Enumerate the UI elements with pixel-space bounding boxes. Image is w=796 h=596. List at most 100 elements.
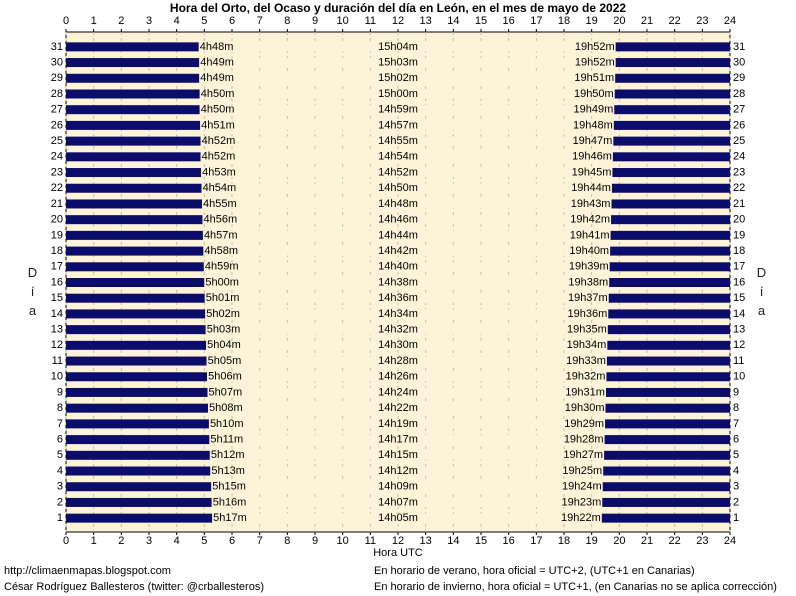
daylight-bar bbox=[203, 246, 611, 256]
daylight-bar bbox=[209, 450, 605, 460]
annotation: César Rodríguez Ballesteros (twitter: @c… bbox=[4, 581, 264, 593]
daylength-label: 14h26m bbox=[378, 371, 418, 383]
sunrise-label: 5h17m bbox=[213, 512, 247, 524]
daylength-label: 14h36m bbox=[378, 292, 418, 304]
sunset-label: 19h51m bbox=[574, 72, 614, 84]
sunset-bar bbox=[602, 497, 730, 507]
y-tick-label: 18 bbox=[51, 245, 63, 257]
daylength-label: 14h59m bbox=[378, 104, 418, 116]
y-tick-label: 26 bbox=[733, 119, 745, 131]
x-tick-label: 7 bbox=[257, 535, 263, 547]
daylength-label: 14h34m bbox=[378, 308, 418, 320]
daylength-label: 14h52m bbox=[378, 166, 418, 178]
x-tick-label: 3 bbox=[146, 15, 152, 27]
x-tick-label: 3 bbox=[146, 535, 152, 547]
daylight-bar bbox=[209, 435, 605, 445]
sunrise-bar bbox=[66, 215, 203, 225]
sunrise-bar bbox=[66, 246, 204, 256]
y-tick-label: 2 bbox=[57, 496, 63, 508]
sunrise-label: 4h54m bbox=[203, 182, 237, 194]
x-tick-label: 10 bbox=[337, 15, 349, 27]
y-tick-label: 1 bbox=[57, 512, 63, 524]
sunrise-label: 5h13m bbox=[211, 465, 245, 477]
daylength-label: 14h32m bbox=[378, 324, 418, 336]
x-tick-label: 7 bbox=[257, 15, 263, 27]
y-tick-label: 22 bbox=[733, 182, 745, 194]
sunrise-label: 5h11m bbox=[210, 434, 243, 446]
sunrise-label: 4h59m bbox=[205, 261, 239, 273]
sunset-bar bbox=[611, 199, 730, 209]
x-tick-label: 23 bbox=[696, 535, 708, 547]
daylight-bar bbox=[205, 309, 609, 319]
sunrise-bar bbox=[66, 372, 208, 382]
x-tick-label: 17 bbox=[530, 15, 542, 27]
x-tick-label: 21 bbox=[641, 15, 653, 27]
y-tick-label: 18 bbox=[733, 245, 745, 257]
daylight-bar bbox=[201, 183, 612, 193]
sunset-bar bbox=[605, 387, 730, 397]
sunrise-bar bbox=[66, 73, 200, 83]
daylength-label: 14h19m bbox=[378, 418, 418, 430]
sunrise-label: 5h05m bbox=[208, 355, 242, 367]
x-tick-label: 14 bbox=[447, 535, 459, 547]
daylight-bar bbox=[203, 262, 610, 272]
y-tick-label: 29 bbox=[51, 72, 63, 84]
sunrise-label: 5h04m bbox=[207, 339, 241, 351]
daylight-bar bbox=[202, 199, 612, 209]
x-tick-label: 5 bbox=[201, 535, 207, 547]
sunset-bar bbox=[613, 136, 730, 146]
sunset-label: 19h24m bbox=[562, 481, 602, 493]
x-tick-label: 20 bbox=[613, 535, 625, 547]
sunrise-bar bbox=[66, 419, 209, 429]
daylength-label: 14h40m bbox=[378, 261, 418, 273]
y-tick-label: 3 bbox=[57, 481, 63, 493]
daylight-bar bbox=[206, 340, 608, 350]
sunrise-bar bbox=[66, 325, 206, 335]
x-tick-label: 14 bbox=[447, 15, 459, 27]
sunrise-bar bbox=[66, 450, 210, 460]
sunset-label: 19h34m bbox=[567, 339, 607, 351]
sunrise-label: 5h16m bbox=[213, 496, 247, 508]
sunrise-bar bbox=[66, 105, 200, 115]
sunset-label: 19h30m bbox=[565, 402, 605, 414]
sunset-label: 19h39m bbox=[569, 261, 609, 273]
sunset-label: 19h47m bbox=[573, 135, 613, 147]
daylength-label: 14h17m bbox=[378, 434, 418, 446]
daylength-label: 14h07m bbox=[378, 496, 418, 508]
y-tick-label: 31 bbox=[733, 41, 745, 53]
daylight-bar bbox=[202, 215, 612, 225]
y-tick-label: 9 bbox=[57, 386, 63, 398]
daylength-label: 14h12m bbox=[378, 465, 418, 477]
y-axis-label: Día bbox=[25, 265, 40, 322]
x-tick-label: 1 bbox=[91, 15, 97, 27]
y-tick-label: 11 bbox=[733, 355, 744, 367]
x-tick-label: 4 bbox=[174, 535, 180, 547]
sunrise-bar bbox=[66, 89, 200, 99]
daylength-label: 15h03m bbox=[378, 56, 418, 68]
y-tick-label: 7 bbox=[57, 418, 63, 430]
sunrise-label: 4h53m bbox=[202, 166, 236, 178]
daylight-bar bbox=[207, 387, 606, 397]
y-tick-label: 6 bbox=[57, 434, 63, 446]
y-tick-label: 5 bbox=[733, 449, 739, 461]
sunset-bar bbox=[603, 466, 730, 476]
x-tick-label: 20 bbox=[613, 15, 625, 27]
daylength-label: 14h38m bbox=[378, 276, 418, 288]
x-tick-label: 15 bbox=[475, 15, 487, 27]
y-tick-label: 3 bbox=[733, 481, 739, 493]
x-tick-label: 6 bbox=[229, 535, 235, 547]
x-tick-label: 15 bbox=[475, 535, 487, 547]
sunrise-bar bbox=[66, 482, 212, 492]
y-tick-label: 28 bbox=[733, 88, 745, 100]
daylength-label: 14h09m bbox=[378, 481, 418, 493]
sunset-label: 19h38m bbox=[568, 276, 608, 288]
sunrise-bar bbox=[66, 293, 205, 303]
sunset-label: 19h42m bbox=[570, 214, 610, 226]
sunset-bar bbox=[605, 403, 730, 413]
y-tick-label: 4 bbox=[57, 465, 63, 477]
y-tick-label: 10 bbox=[51, 371, 63, 383]
daylight-bar bbox=[199, 58, 616, 68]
daylight-bar bbox=[199, 89, 615, 99]
sunrise-bar bbox=[66, 387, 208, 397]
